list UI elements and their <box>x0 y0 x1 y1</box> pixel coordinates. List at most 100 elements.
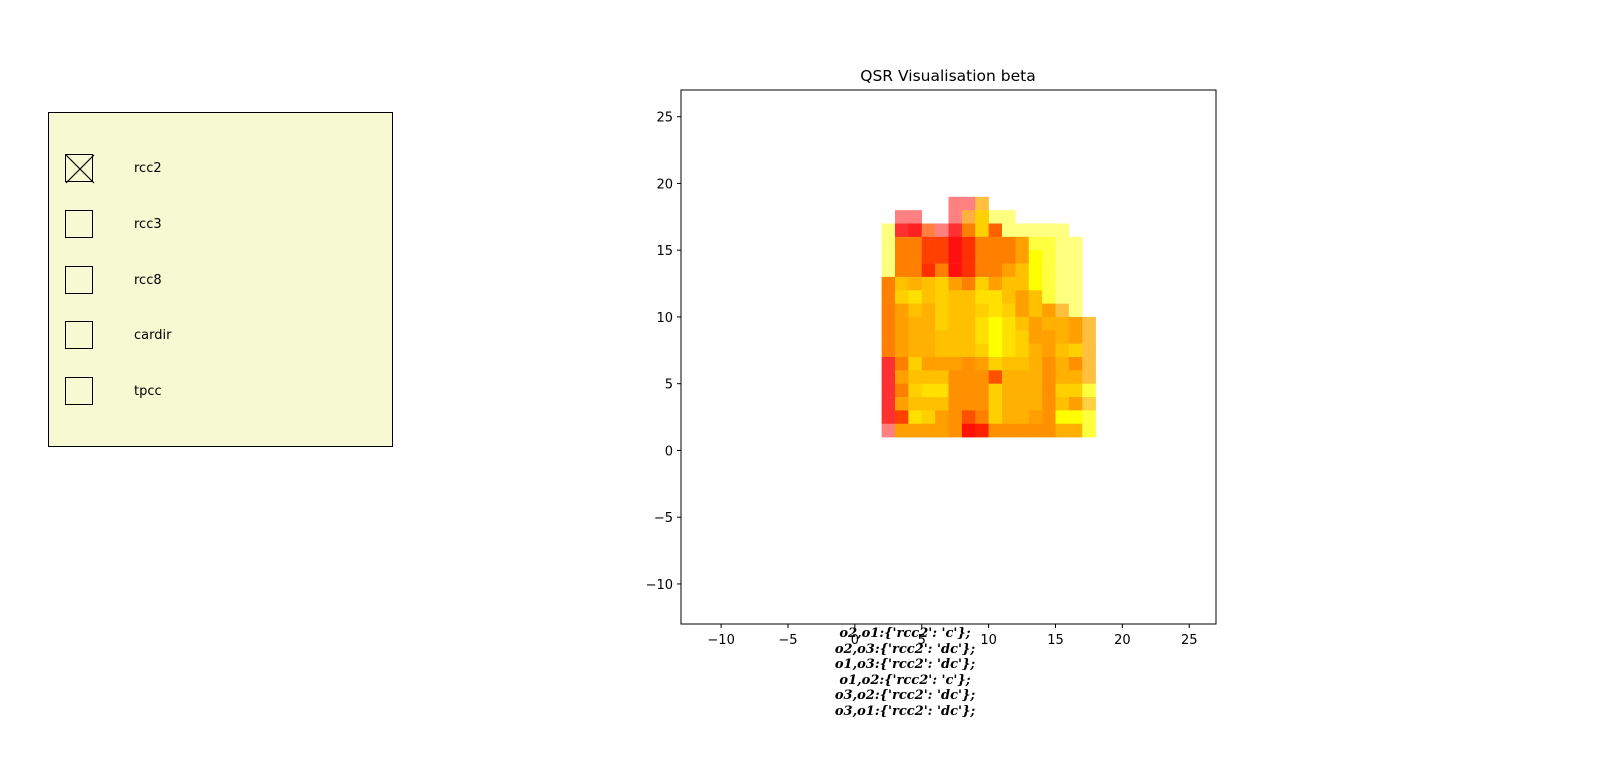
option-rcc2[interactable]: rcc2 <box>65 153 365 184</box>
heatmap-cell <box>975 236 989 251</box>
option-rcc3[interactable]: rcc3 <box>65 209 365 239</box>
heatmap-cell <box>1015 423 1030 438</box>
heatmap-cell <box>988 276 1003 291</box>
heatmap-cell <box>948 223 963 238</box>
heatmap-cell <box>1002 223 1016 238</box>
heatmap-cell <box>908 423 923 438</box>
heatmap-cell <box>1068 397 1083 411</box>
axis-ticks: −10 −5 0 5 10 15 20 25 25 20 15 10 5 0 −5 −10 <box>646 111 1198 648</box>
annotation-line: o3,o1:{'rcc2': 'dc'}; <box>834 703 976 719</box>
heatmap-cell <box>948 370 963 384</box>
heatmap-cell <box>881 236 896 251</box>
option-cardir[interactable]: cardir <box>65 320 365 350</box>
x-tick-label: 25 <box>1181 633 1198 648</box>
y-tick-label: −10 <box>646 578 673 593</box>
heatmap-cell <box>975 383 989 398</box>
heatmap-cell <box>935 357 949 371</box>
heatmap-cell <box>1068 410 1083 425</box>
tpcc-checkbox[interactable] <box>65 377 93 405</box>
heatmap-cell <box>908 410 923 425</box>
heatmap-cell <box>1015 397 1030 411</box>
heatmap-cell <box>1002 343 1016 358</box>
heatmap-cell <box>948 383 963 398</box>
heatmap-cell <box>948 397 963 411</box>
heatmap-cell <box>961 210 976 224</box>
heatmap-cell <box>988 330 1003 344</box>
heatmap-cell <box>1002 330 1016 344</box>
heatmap-cell <box>1015 383 1030 398</box>
heatmap-cell <box>881 383 896 398</box>
heatmap-cell <box>921 423 936 438</box>
heatmap-cell <box>988 410 1003 425</box>
heatmap-cell <box>921 290 936 304</box>
heatmap-cell <box>1055 423 1070 438</box>
heatmap-cell <box>1055 236 1070 251</box>
heatmap-cell <box>988 263 1003 278</box>
heatmap-cell <box>975 397 989 411</box>
heatmap-cell <box>1015 316 1030 331</box>
option-tpcc[interactable]: tpcc <box>65 376 365 406</box>
heatmap-cell <box>1042 383 1056 398</box>
heatmap-cell <box>1068 330 1083 344</box>
heatmap-cell <box>921 357 936 371</box>
heatmap-cell <box>1068 236 1083 251</box>
heatmap-cell <box>908 223 923 238</box>
relation-annotation: o2,o1:{'rcc2': 'c'}; o2,o3:{'rcc2': 'dc'… <box>835 626 975 719</box>
heatmap-cell <box>975 196 989 211</box>
rcc2-label: rcc2 <box>134 160 162 176</box>
heatmap-cell <box>948 316 963 331</box>
heatmap-cell <box>1068 357 1083 371</box>
heatmap-cell <box>921 410 936 425</box>
heatmap-cell <box>1042 236 1056 251</box>
option-rcc8[interactable]: rcc8 <box>65 265 365 295</box>
rcc2-checkbox[interactable] <box>65 154 95 184</box>
heatmap-cell <box>1028 397 1043 411</box>
cardir-checkbox[interactable] <box>65 321 93 349</box>
heatmap-cell <box>895 236 909 251</box>
heatmap-cell <box>881 316 896 331</box>
heatmap-cell <box>881 423 896 438</box>
rcc3-checkbox[interactable] <box>65 210 93 238</box>
heatmap-cell <box>921 263 936 278</box>
x-tick-label: 0 <box>851 633 859 648</box>
heatmap-cell <box>1015 370 1030 384</box>
heatmap-cell <box>921 303 936 318</box>
heatmap-cell <box>881 357 896 371</box>
heatmap-cell <box>948 250 963 264</box>
heatmap-cell <box>895 263 909 278</box>
heatmap-cells <box>881 196 1096 438</box>
heatmap-cell <box>1028 276 1043 291</box>
heatmap-cell <box>988 343 1003 358</box>
heatmap-cell <box>1042 303 1056 318</box>
heatmap-cell <box>975 316 989 331</box>
heatmap-cell <box>1015 223 1030 238</box>
x-tick-label: 20 <box>1114 633 1131 648</box>
heatmap-cell <box>1015 250 1030 264</box>
heatmap-cell <box>1055 290 1070 304</box>
heatmap-cell <box>921 276 936 291</box>
heatmap-cell <box>1042 290 1056 304</box>
heatmap-cell <box>908 397 923 411</box>
rcc8-checkbox[interactable] <box>65 266 93 294</box>
heatmap-cell <box>948 303 963 318</box>
heatmap-cell <box>1055 370 1070 384</box>
heatmap-cell <box>1002 397 1016 411</box>
heatmap-cell <box>921 316 936 331</box>
heatmap-cell <box>961 223 976 238</box>
heatmap-cell <box>961 370 976 384</box>
heatmap-cell <box>1002 423 1016 438</box>
annotation-line: o2,o3:{'rcc2': 'dc'}; <box>834 641 976 657</box>
y-tick-label: 15 <box>656 244 673 259</box>
heatmap-cell <box>948 410 963 425</box>
heatmap-cell <box>1042 250 1056 264</box>
rcc8-label: rcc8 <box>134 272 162 288</box>
heatmap-cell <box>988 236 1003 251</box>
heatmap-cell <box>1042 223 1056 238</box>
heatmap-cell <box>921 223 936 238</box>
heatmap-cell <box>908 383 923 398</box>
heatmap-cell <box>895 276 909 291</box>
heatmap-cell <box>935 290 949 304</box>
heatmap-cell <box>895 303 909 318</box>
heatmap-cell <box>1068 303 1083 318</box>
annotation-line: o3,o2:{'rcc2': 'dc'}; <box>834 688 976 703</box>
